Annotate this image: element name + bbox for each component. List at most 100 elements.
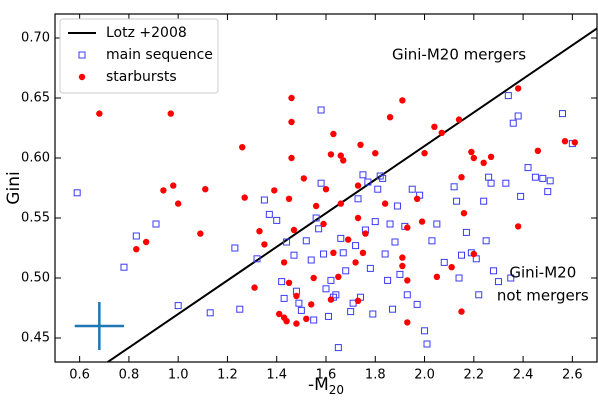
- main-sequence-point: [342, 267, 350, 275]
- starburst-point: [337, 200, 344, 207]
- legend-label: main sequence: [106, 47, 213, 63]
- main-sequence-point: [324, 312, 332, 320]
- main-sequence-point: [132, 232, 140, 240]
- main-sequence-point: [174, 302, 182, 310]
- main-sequence-point: [315, 225, 323, 233]
- main-sequence-point: [544, 188, 552, 196]
- lotz-line: [106, 27, 597, 362]
- main-sequence-point: [253, 255, 261, 263]
- main-sequence-point: [455, 274, 463, 282]
- starburst-point: [308, 301, 315, 308]
- y-axis-label: Gini: [4, 171, 24, 204]
- starburst-point: [386, 114, 394, 121]
- x-axis-label-sub: 20: [329, 383, 344, 397]
- annotation: Gini-M20 mergers: [392, 45, 526, 63]
- starburst-point: [283, 318, 290, 325]
- x-tick-label: 1.2: [217, 368, 238, 383]
- main-sequence-point: [509, 119, 517, 127]
- starburst-point: [352, 259, 359, 266]
- main-sequence-point: [347, 308, 355, 316]
- starburst-point: [487, 153, 495, 160]
- starburst-point: [288, 94, 295, 102]
- main-sequence-point: [206, 309, 214, 317]
- main-sequence-point: [371, 218, 379, 226]
- starburst-point: [344, 236, 352, 243]
- starburst-point: [399, 97, 406, 104]
- main-sequence-point: [322, 285, 330, 293]
- main-sequence-point: [485, 173, 493, 181]
- main-sequence-point: [260, 196, 268, 204]
- main-sequence-point: [307, 256, 315, 264]
- main-sequence-point: [531, 173, 539, 181]
- main-sequence-point: [487, 179, 495, 187]
- main-sequence-point: [559, 110, 567, 118]
- y-tick-label: 0.50: [21, 271, 50, 286]
- starburst-point: [433, 273, 441, 280]
- starburst-point: [160, 187, 167, 194]
- main-sequence-point: [379, 174, 387, 182]
- main-sequence-point: [317, 179, 325, 187]
- starburst-point: [448, 264, 455, 271]
- starburst-point: [293, 320, 300, 327]
- starburst-point: [142, 238, 150, 246]
- main-sequence-point: [280, 294, 288, 302]
- main-sequence-point: [366, 264, 374, 272]
- starburst-point: [202, 186, 209, 193]
- main-sequence-point: [359, 171, 367, 179]
- y-tick-label: 0.55: [21, 211, 50, 226]
- main-sequence-point: [480, 197, 488, 205]
- main-sequence-point: [120, 263, 128, 271]
- starburst-point: [359, 249, 367, 256]
- y-tick-label: 0.70: [21, 31, 50, 46]
- starburst-point: [320, 220, 327, 228]
- x-tick-label: 0.6: [69, 368, 90, 383]
- starburst-point: [404, 319, 411, 326]
- starburst-point: [271, 187, 278, 194]
- main-sequence-point: [524, 164, 532, 172]
- x-tick-label: 1.0: [168, 368, 189, 383]
- annotation: not mergers: [497, 287, 589, 305]
- main-sequence-point: [312, 214, 320, 222]
- main-sequence-point: [391, 238, 399, 246]
- main-sequence-point: [440, 258, 448, 266]
- starburst-point: [458, 174, 465, 181]
- starburst-point: [170, 182, 177, 189]
- main-sequence-point: [386, 220, 394, 228]
- starburst-point: [197, 230, 204, 237]
- starburst-point: [275, 310, 283, 318]
- main-sequence-point: [327, 276, 335, 284]
- main-sequence-point: [413, 300, 421, 308]
- starburst-point: [261, 241, 268, 248]
- main-sequence-point: [453, 197, 461, 205]
- main-sequence-point: [482, 237, 490, 245]
- main-sequence-point: [374, 185, 382, 193]
- main-sequence-point: [462, 228, 470, 236]
- main-sequence-point: [458, 251, 465, 259]
- starburst-point: [327, 296, 335, 303]
- main-sequence-point: [236, 305, 244, 313]
- main-sequence-point: [376, 172, 384, 180]
- annotation: Gini-M20: [509, 264, 576, 282]
- starburst-point: [303, 315, 310, 322]
- legend-label: starbursts: [106, 69, 177, 85]
- x-axis-label: -M20: [308, 375, 344, 397]
- legend-label: Lotz +2008: [106, 25, 187, 41]
- main-sequence-point: [297, 306, 305, 314]
- starburst-point: [241, 194, 248, 201]
- main-sequence-point: [389, 305, 397, 313]
- starburst-point: [413, 195, 421, 202]
- starburst-point: [354, 214, 362, 222]
- x-tick-label: 0.8: [119, 368, 140, 383]
- starburst-point: [280, 259, 288, 266]
- main-sequence-point: [317, 106, 325, 114]
- x-tick-label: 2.2: [463, 368, 484, 383]
- main-sequence-point: [504, 92, 512, 100]
- starburst-point: [256, 228, 263, 235]
- starburst-point: [470, 154, 478, 162]
- starburst-point: [300, 175, 308, 182]
- main-sequence-point: [475, 291, 483, 299]
- starburst-point: [327, 151, 335, 158]
- x-tick-label: 2.6: [562, 368, 583, 383]
- legend-swatch: [78, 73, 86, 81]
